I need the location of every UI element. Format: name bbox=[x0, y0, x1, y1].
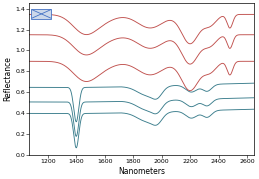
Y-axis label: Reflectance: Reflectance bbox=[3, 57, 12, 101]
FancyBboxPatch shape bbox=[31, 9, 51, 19]
X-axis label: Nanometers: Nanometers bbox=[118, 166, 165, 176]
